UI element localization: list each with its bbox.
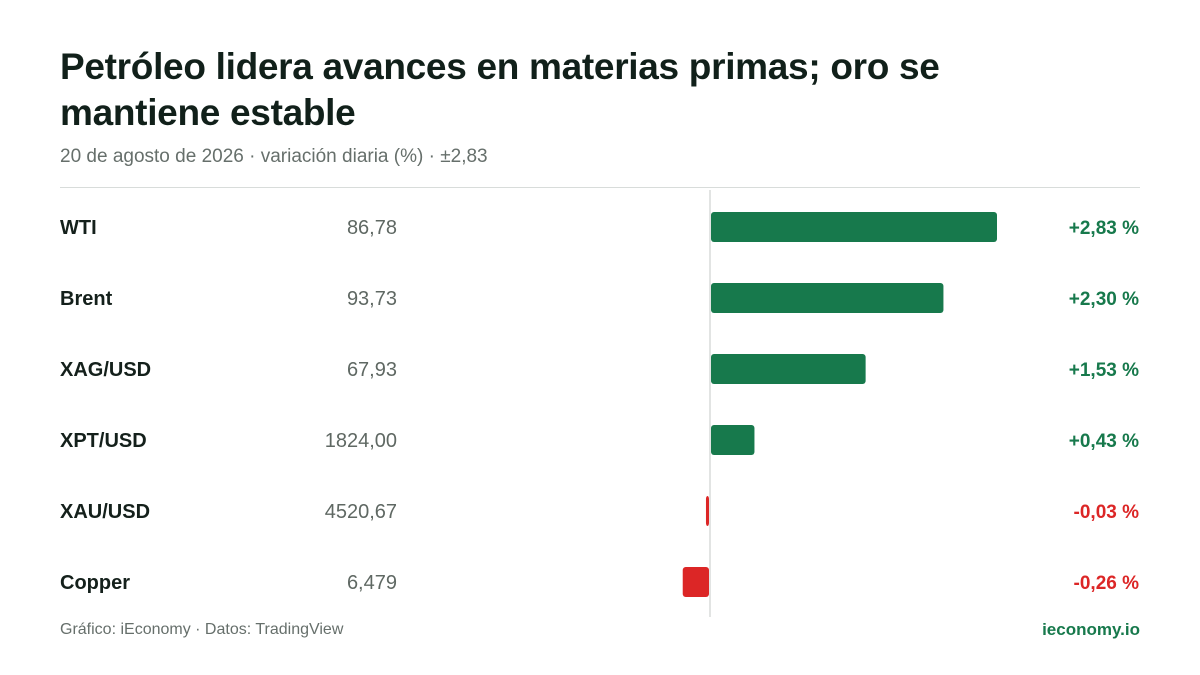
category-label: Copper	[60, 572, 130, 594]
price-label: 4520,67	[325, 501, 397, 523]
category-label: WTI	[60, 217, 97, 239]
chart-title: Petróleo lidera avances en materias prim…	[60, 46, 940, 133]
value-label: +2,30 %	[1069, 289, 1139, 310]
price-label: 6,479	[347, 572, 397, 594]
price-label: 93,73	[347, 288, 397, 310]
category-label: XAG/USD	[60, 359, 151, 381]
value-label: +0,43 %	[1069, 431, 1139, 452]
source-credit: Gráfico: iEconomy · Datos: TradingView	[60, 621, 344, 638]
category-label: XPT/USD	[60, 430, 147, 452]
bar	[711, 354, 866, 384]
value-label: +2,83 %	[1069, 218, 1139, 239]
bar	[711, 425, 755, 455]
value-label: -0,03 %	[1074, 502, 1140, 523]
price-label: 1824,00	[325, 430, 397, 452]
price-label: 67,93	[347, 359, 397, 381]
header-divider	[60, 187, 1140, 188]
brand-link[interactable]: ieconomy.io	[1042, 620, 1140, 639]
value-label: +1,53 %	[1069, 360, 1139, 381]
category-label: Brent	[60, 288, 113, 310]
chart-subtitle: 20 de agosto de 2026 · variación diaria …	[60, 146, 488, 167]
value-label: -0,26 %	[1074, 573, 1140, 594]
bar	[682, 567, 709, 597]
price-label: 86,78	[347, 217, 397, 239]
category-label: XAU/USD	[60, 501, 150, 523]
bar	[711, 212, 997, 242]
bar	[705, 496, 709, 526]
bar	[711, 283, 944, 313]
